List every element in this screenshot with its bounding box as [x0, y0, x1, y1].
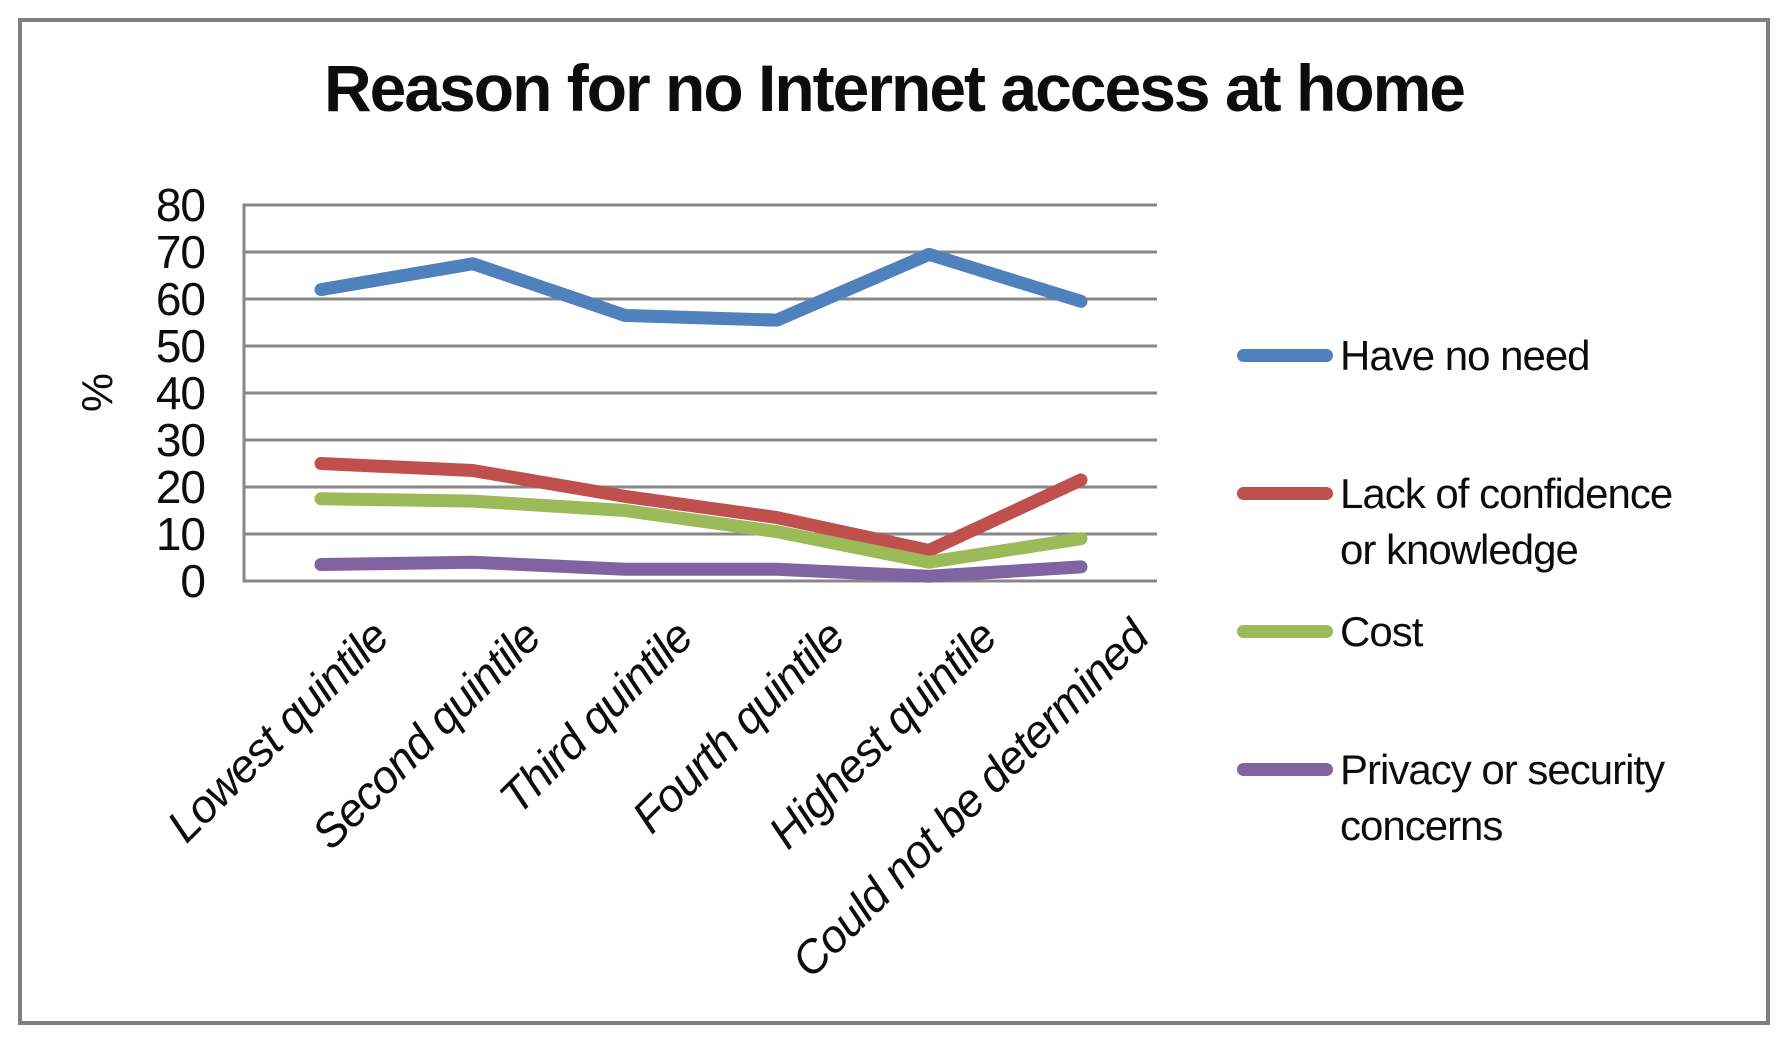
chart-title: Reason for no Internet access at home [323, 51, 1466, 125]
legend-item: Privacy or security concerns [1237, 742, 1717, 854]
legend-item: Have no need [1237, 328, 1717, 384]
chart-outer-frame [18, 18, 1770, 1025]
y-tick-label: 70 [156, 226, 205, 278]
y-tick-label: 20 [156, 461, 205, 513]
legend-label: Cost [1340, 608, 1423, 655]
legend-swatch [1237, 349, 1333, 362]
y-tick-label: 60 [156, 273, 205, 325]
y-tick-label: 0 [180, 555, 205, 607]
series-line-cost [314, 492, 1088, 569]
y-tick-label: 10 [156, 508, 205, 560]
y-tick-label: 40 [156, 367, 205, 419]
y-tick-label: 30 [156, 414, 205, 466]
series-line-lack-of-confidence-or-knowledge [314, 457, 1088, 557]
legend-item: Lack of confidence or knowledge [1237, 466, 1717, 578]
legend-item: Cost [1237, 604, 1717, 660]
legend-swatch [1237, 763, 1333, 776]
y-tick-label: 50 [156, 320, 205, 372]
legend-label: Lack of confidence or knowledge [1340, 470, 1673, 573]
chart-legend: Have no need Lack of confidence or knowle… [1237, 0, 1737, 1043]
legend-label: Privacy or security concerns [1340, 746, 1665, 849]
legend-swatch [1237, 487, 1333, 500]
y-axis-title: % [73, 374, 122, 412]
y-tick-label: 80 [156, 179, 205, 231]
legend-label: Have no need [1340, 332, 1591, 379]
series-line-have-no-need [314, 247, 1088, 327]
legend-swatch [1237, 625, 1333, 638]
series-line-privacy-or-security-concerns [314, 555, 1088, 583]
